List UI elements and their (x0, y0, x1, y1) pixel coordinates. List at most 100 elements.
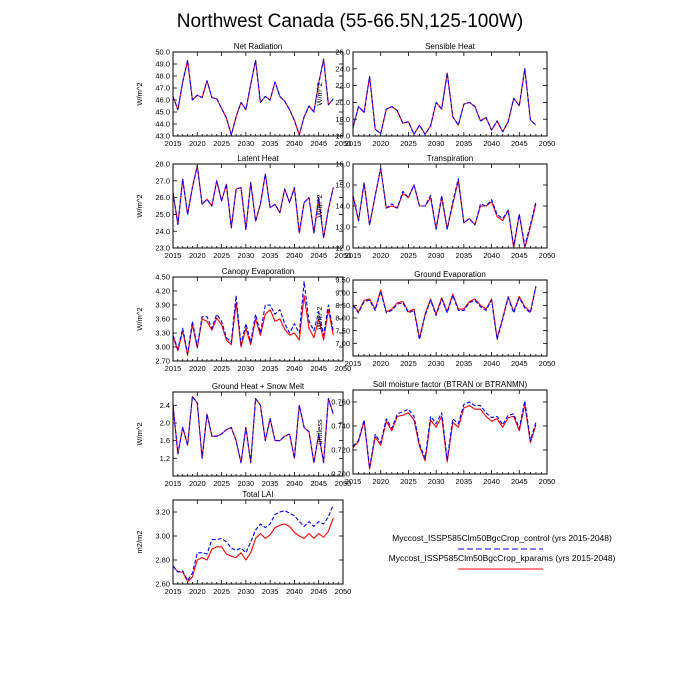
y-tick-label: 50.0 (155, 48, 170, 57)
panel-soil-moisture-factor-btran-or-btranmn: Soil moisture factor (BTRAN or BTRANMN) u… (315, 380, 555, 486)
y-tick-label: 3.60 (155, 315, 170, 324)
x-tick-label: 2025 (400, 359, 417, 368)
y-axis-label-ground-evaporation: W/m^2 (315, 306, 324, 329)
x-tick-label: 2020 (189, 587, 206, 596)
plot-frame-sensible-heat (352, 51, 548, 137)
y-tick-label: 27.0 (155, 176, 170, 185)
x-tick-label: 2025 (213, 251, 230, 260)
y-tick-label: 8.50 (335, 301, 350, 310)
panel-ground-evaporation: Ground Evaporation W/m^2 2015 2020 2025 2030 2… (315, 270, 555, 368)
x-tick-label: 2050 (539, 251, 556, 260)
y-tick-label: 23.0 (155, 244, 170, 253)
y-tick-label: 16.0 (335, 132, 350, 141)
plot-frame-canopy-evaporation (172, 276, 344, 362)
x-tick-label: 2035 (262, 587, 279, 596)
y-tick-label: 7.00 (335, 339, 350, 348)
x-tick-label: 2035 (262, 251, 279, 260)
x-tick-label: 2020 (189, 139, 206, 148)
y-tick-label: 0.700 (331, 470, 350, 479)
series-line-control (172, 395, 334, 464)
x-tick-label: 2045 (310, 587, 327, 596)
panel-canopy-evaporation: Canopy Evaporation W/m^2 2015 2020 2025 2030 2… (135, 267, 351, 373)
x-tick-label: 2050 (335, 364, 352, 373)
x-tick-label: 2035 (456, 359, 473, 368)
plot-frame-total-lai (172, 499, 344, 585)
series-line-kparams (352, 167, 537, 249)
series-line-control (352, 286, 537, 341)
plot-frame-ground-evaporation (352, 279, 548, 357)
x-tick-label: 2050 (335, 251, 352, 260)
x-tick-label: 2045 (310, 364, 327, 373)
x-tick-label: 2015 (345, 139, 362, 148)
x-tick-label: 2015 (345, 359, 362, 368)
y-tick-label: 14.0 (335, 202, 350, 211)
legend: Myccost_ISSP585Clm50BgcCrop_control (yrs… (389, 533, 616, 570)
x-tick-label: 2020 (372, 139, 389, 148)
x-tick-label: 2050 (335, 479, 352, 488)
panel-title-canopy-evaporation: Canopy Evaporation (222, 267, 295, 276)
plot-frame-latent-heat (172, 163, 344, 249)
series-line-control (172, 281, 334, 355)
series-line-kparams (352, 68, 537, 135)
x-tick-label: 2030 (238, 364, 255, 373)
y-tick-label: 22.0 (335, 81, 350, 90)
x-tick-label: 2015 (165, 251, 182, 260)
x-tick-label: 2030 (238, 479, 255, 488)
panel-ground-heat-snow-melt: Ground Heat + Snow Melt W/m^2 2015 2020 2025… (135, 382, 351, 488)
x-tick-label: 2035 (456, 477, 473, 486)
x-tick-label: 2020 (189, 479, 206, 488)
x-tick-label: 2020 (189, 364, 206, 373)
series-line-control (352, 68, 537, 135)
panel-total-lai: Total LAI m2/m2 2015 2020 2025 2030 2035 2040 20… (135, 490, 351, 596)
y-tick-label: 4.50 (155, 273, 170, 282)
panel-title-total-lai: Total LAI (242, 490, 273, 499)
y-axis-label-total-lai: m2/m2 (135, 531, 144, 554)
y-tick-label: 15.0 (335, 181, 350, 190)
panel-title-ground-evaporation: Ground Evaporation (414, 270, 486, 279)
y-tick-label: 9.50 (335, 276, 350, 285)
figure-title: Northwest Canada (55-66.5N,125-100W) (177, 11, 523, 32)
y-tick-label: 3.00 (155, 343, 170, 352)
x-tick-label: 2030 (238, 251, 255, 260)
x-tick-label: 2035 (262, 479, 279, 488)
y-tick-label: 18.0 (335, 115, 350, 124)
panel-transpiration: Transpiration W/m^2 2015 2020 2025 2030 2035 20… (315, 154, 555, 260)
x-tick-label: 2045 (511, 359, 528, 368)
y-tick-label: 2.80 (155, 556, 170, 565)
x-tick-label: 2045 (511, 251, 528, 260)
x-tick-label: 2045 (511, 477, 528, 486)
x-tick-label: 2025 (400, 477, 417, 486)
series-line-control (352, 400, 537, 469)
x-tick-label: 2035 (456, 139, 473, 148)
x-tick-label: 2025 (400, 251, 417, 260)
x-tick-label: 2025 (400, 139, 417, 148)
x-tick-label: 2045 (310, 479, 327, 488)
x-tick-label: 2025 (213, 139, 230, 148)
y-tick-label: 46.0 (155, 96, 170, 105)
x-tick-label: 2030 (428, 477, 445, 486)
panel-title-transpiration: Transpiration (427, 154, 473, 163)
x-tick-label: 2015 (165, 364, 182, 373)
y-tick-label: 47.0 (155, 84, 170, 93)
x-tick-label: 2050 (539, 139, 556, 148)
panel-title-latent-heat: Latent Heat (237, 154, 279, 163)
panel-title-net-radiation: Net Radiation (234, 42, 282, 51)
panel-sensible-heat: Sensible Heat W/m^2 2015 2020 2025 2030 2035 20… (315, 42, 555, 148)
y-tick-label: 49.0 (155, 60, 170, 69)
x-tick-label: 2015 (165, 139, 182, 148)
y-tick-label: 43.0 (155, 132, 170, 141)
x-tick-label: 2025 (213, 364, 230, 373)
y-tick-label: 44.0 (155, 120, 170, 129)
x-tick-label: 2045 (310, 251, 327, 260)
x-tick-label: 2030 (428, 251, 445, 260)
plot-frame-soil-moisture-factor-btran-or-btranmn (352, 389, 548, 475)
y-tick-label: 7.50 (335, 326, 350, 335)
y-tick-label: 2.0 (160, 419, 170, 428)
y-tick-label: 26.0 (335, 48, 350, 57)
y-tick-label: 2.4 (160, 401, 170, 410)
x-tick-label: 2040 (483, 359, 500, 368)
y-axis-label-sensible-heat: W/m^2 (315, 82, 324, 105)
x-tick-label: 2040 (286, 139, 303, 148)
y-tick-label: 2.70 (155, 357, 170, 366)
